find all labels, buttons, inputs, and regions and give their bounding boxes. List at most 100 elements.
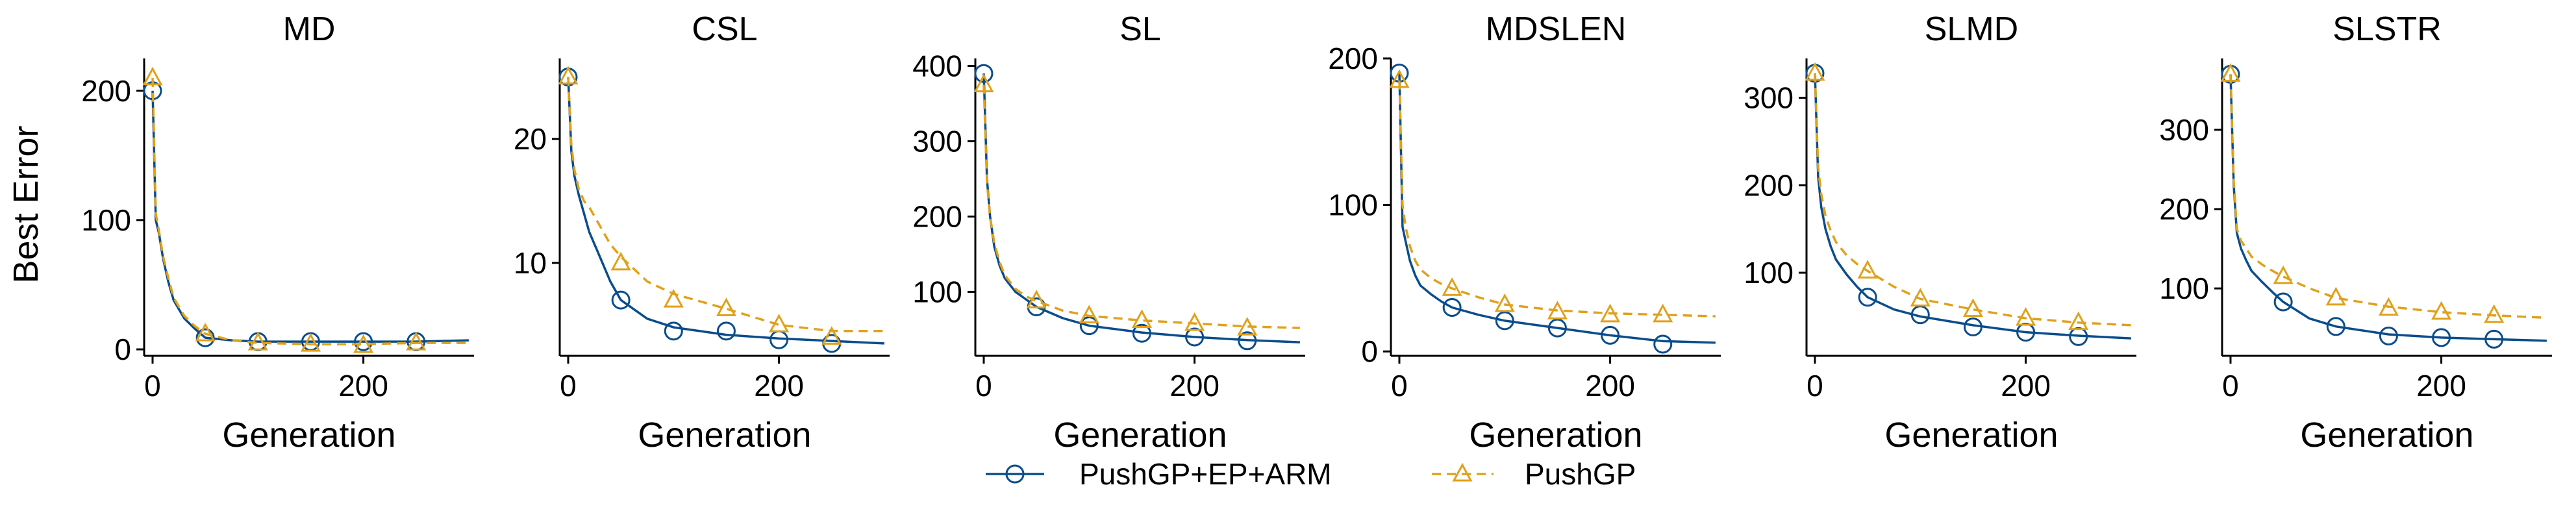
series-line-pushgp (567, 77, 884, 332)
x-tick-label: 200 (2416, 369, 2466, 403)
series-line-pushgp (151, 77, 469, 345)
panel-title: SLMD (1925, 10, 2018, 48)
marker-pushgp (2068, 311, 2089, 331)
marker-pushgp (1910, 288, 1931, 306)
series-line-pushgp-ep-arm (1398, 73, 1716, 344)
y-tick-label: 200 (81, 74, 131, 108)
series-line-pushgp-ep-arm (2229, 74, 2547, 342)
marker-pushgp-ep-arm (1963, 318, 1982, 337)
marker-pushgp (2378, 297, 2399, 316)
marker-pushgp (1184, 312, 1205, 331)
marker-pushgp-ep-arm (1547, 318, 1567, 338)
marker-pushgp-ep-arm (2379, 326, 2398, 345)
y-tick-label: 20 (514, 122, 547, 156)
legend-marker-pushgp (1452, 462, 1473, 482)
y-tick-label: 100 (81, 203, 131, 237)
marker-pushgp-ep-arm (354, 332, 373, 351)
marker-pushgp-ep-arm (974, 64, 994, 83)
marker-pushgp (195, 322, 216, 342)
y-tick-label: 200 (2159, 192, 2209, 226)
x-axis-label: Generation (1469, 416, 1642, 455)
marker-pushgp-ep-arm (2432, 328, 2451, 347)
marker-pushgp-ep-arm (1079, 316, 1099, 336)
y-tick-label: 0 (1361, 334, 1378, 368)
marker-pushgp (1805, 62, 1825, 81)
marker-pushgp-ep-arm (195, 328, 215, 347)
marker-pushgp-ep-arm (2273, 292, 2293, 312)
marker-pushgp (1389, 69, 1410, 88)
legend-marker-pushgp-ep-arm (1005, 464, 1025, 484)
marker-pushgp-ep-arm (1858, 288, 1877, 307)
series-line-pushgp (1814, 73, 2131, 327)
panel-title: MDSLEN (1486, 10, 1627, 48)
series-line-pushgp (1398, 80, 1716, 318)
marker-pushgp (1079, 305, 1099, 324)
x-tick-label: 200 (2001, 369, 2051, 403)
y-tick-label: 100 (1744, 256, 1794, 290)
marker-pushgp-ep-arm (1495, 311, 1514, 331)
panel-title: CSL (692, 10, 757, 48)
marker-pushgp (1494, 293, 1515, 312)
marker-pushgp (1653, 303, 1673, 323)
y-tick-label: 10 (514, 246, 547, 280)
y-tick-label: 300 (2159, 113, 2209, 147)
y-tick-label: 400 (912, 49, 962, 83)
marker-pushgp (1131, 309, 1152, 329)
marker-pushgp (1547, 301, 1568, 319)
marker-pushgp (558, 66, 579, 85)
marker-pushgp (142, 66, 163, 86)
marker-pushgp-ep-arm (2326, 317, 2345, 336)
marker-pushgp-ep-arm (1185, 327, 1205, 347)
series-line-pushgp-ep-arm (151, 90, 469, 343)
marker-pushgp (1600, 303, 1621, 323)
marker-pushgp (821, 326, 842, 345)
y-tick-label: 100 (912, 275, 962, 308)
marker-pushgp (353, 334, 374, 353)
marker-pushgp (300, 332, 321, 352)
panel-sl: SL 100 200 300 400 0 200 Generation (912, 10, 1305, 455)
marker-pushgp (2273, 265, 2294, 284)
panel-title: SLSTR (2332, 10, 2442, 48)
marker-pushgp-ep-arm (1442, 298, 1462, 318)
marker-pushgp-ep-arm (2484, 329, 2504, 349)
y-tick-label: 200 (912, 199, 962, 233)
marker-pushgp (2220, 63, 2241, 82)
x-axis-label: Generation (1053, 416, 1227, 455)
series-line-pushgp (2229, 74, 2547, 319)
x-tick-label: 0 (144, 369, 161, 403)
panel-slstr: SLSTR 100 200 300 0 200 Generation (2159, 10, 2552, 455)
panel-title: MD (283, 10, 336, 48)
marker-pushgp (1962, 298, 1983, 318)
marker-pushgp (2325, 286, 2346, 306)
x-tick-label: 200 (754, 369, 804, 403)
y-tick-label: 200 (1328, 42, 1378, 75)
marker-pushgp-ep-arm (716, 321, 736, 341)
x-tick-label: 0 (1391, 369, 1408, 403)
marker-pushgp (2016, 306, 2036, 326)
marker-pushgp-ep-arm (1132, 323, 1151, 343)
marker-pushgp (1026, 290, 1047, 308)
panel-title: SL (1119, 10, 1161, 48)
marker-pushgp (1857, 260, 1878, 279)
x-tick-label: 0 (560, 369, 577, 403)
x-axis-label: Generation (1884, 416, 2058, 455)
marker-pushgp (769, 314, 790, 332)
marker-pushgp (2484, 304, 2505, 323)
marker-pushgp (663, 288, 684, 308)
marker-pushgp (1237, 316, 1258, 336)
x-tick-label: 200 (1169, 369, 1219, 403)
marker-pushgp (247, 331, 268, 351)
marker-pushgp-ep-arm (1653, 334, 1673, 354)
panel-slmd: SLMD 100 200 300 0 200 Generation (1744, 10, 2136, 455)
marker-pushgp (610, 251, 631, 271)
marker-pushgp (2431, 301, 2452, 320)
legend: PushGP+EP+ARM PushGP (986, 457, 1636, 491)
x-axis-label: Generation (2300, 416, 2473, 455)
marker-pushgp-ep-arm (611, 290, 631, 310)
x-tick-label: 200 (338, 369, 388, 403)
marker-pushgp (1442, 277, 1462, 296)
y-tick-label: 0 (114, 332, 131, 366)
legend-label-pushgp: PushGP (1525, 457, 1636, 491)
